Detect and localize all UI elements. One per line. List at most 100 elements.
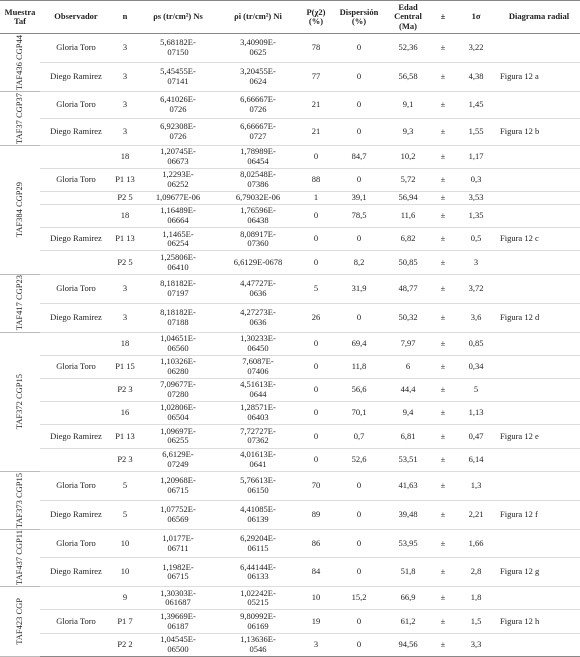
rho-s-cell: 1,09697E-06255 (138, 424, 218, 449)
dispersion-cell: 39,1 (334, 191, 384, 206)
column-header: ρi (tr/cm²) Ni (218, 0, 298, 35)
radial-diagram-cell (498, 529, 580, 559)
table-row: P2 3 7,09677E-07280 4,51613E-0644 0 56,6 44,4… (0, 378, 580, 403)
sigma-cell: 6,14 (454, 448, 498, 472)
n-count-cell: P1 13 (112, 227, 138, 252)
rho-s-cell: 5,68182E-07150 (138, 33, 218, 63)
p-chi2-cell: 70 (298, 471, 334, 501)
rho-i-cell: 9,80992E-06169 (218, 609, 298, 634)
central-age-cell: 9,4 (384, 401, 432, 426)
table-row: 18 1,16489E-06664 1,76596E-06438 0 78,5 11,6 ±… (0, 204, 580, 229)
plus-minus-cell: ± (432, 118, 454, 146)
sigma-cell: 0,85 (454, 332, 498, 356)
rho-i-cell: 6,6129E-0678 (218, 250, 298, 275)
rho-s-cell: 6,92308E-0726 (138, 118, 218, 146)
table-row: TAF436 CGP44 Gloria Toro 3 5,68182E-07150 3,… (0, 33, 580, 92)
radial-diagram-cell (498, 274, 580, 304)
rho-s-cell: 5,45455E-07141 (138, 62, 218, 92)
dispersion-cell: 15,2 (334, 586, 384, 611)
observer-cell: Gloria Toro (40, 609, 112, 634)
table-row: P2 2 1,04545E-06500 1,13636E-0546 3 0 94,56 ±3… (0, 633, 580, 657)
n-count-cell: P1 13 (112, 168, 138, 192)
sigma-cell: 1,3 (454, 471, 498, 501)
observer-cell: Gloria Toro (40, 91, 112, 119)
plus-minus-cell: ± (432, 529, 454, 559)
rho-s: 1,10326E-06280 (160, 356, 196, 376)
rho-s: 1,04545E-06500 (160, 634, 196, 654)
observer-cell: Diego Ramirez (40, 424, 112, 449)
rho-i-cell: 6,66667E-0727 (218, 118, 298, 146)
rho-s-cell: 1,25806E-06410 (138, 250, 218, 275)
p-chi2-cell: 86 (298, 529, 334, 559)
central-age-cell: 9,1 (384, 91, 432, 119)
rho-s: 1,20745E-06673 (160, 145, 196, 166)
sample-cell: TAF373 CGP15 (0, 471, 40, 530)
rho-s: 5,45455E-07141 (160, 66, 196, 86)
observer-cell: Diego Ramirez (40, 118, 112, 146)
n-count-cell: 18 (112, 332, 138, 356)
radial-diagram-cell (498, 378, 580, 403)
rho-i: 3,40909E-0625 (240, 37, 276, 58)
radial-diagram-cell: Figura 12 h (498, 609, 580, 634)
table-row: TAF37 CGP37 Gloria Toro 3 6,41026E-0726 6,66… (0, 91, 580, 146)
dispersion-cell: 0 (334, 62, 384, 92)
rho-i: 1,78989E-06454 (240, 145, 276, 166)
header-row: Muestra Taf Observador n ρs (tr/cm²) Ns ρi (… (0, 0, 580, 35)
observer-cell: Diego Ramirez (40, 62, 112, 92)
radial-diagram-cell (498, 401, 580, 426)
rho-s: 8,18182E-07197 (160, 277, 196, 298)
rho-s-cell: 1,39669E-06187 (138, 609, 218, 634)
sigma-cell: 2,8 (454, 557, 498, 588)
central-age-cell: 56,58 (384, 62, 432, 92)
observer-cell: Diego Ramirez (40, 500, 112, 530)
plus-minus-cell: ± (432, 424, 454, 449)
rho-i-cell: 6,29204E-06115 (218, 529, 298, 559)
rho-i-cell: 5,76613E-06150 (218, 471, 298, 501)
central-age-cell: 94,56 (384, 633, 432, 657)
plus-minus-cell: ± (432, 191, 454, 206)
table-row: TAF423 CGP 9 1,30303E-061687 1,02242E-05215… (0, 586, 580, 657)
sigma-cell: 1,35 (454, 204, 498, 229)
column-header: Diagrama radial (498, 0, 580, 35)
rho-i-cell: 7,6087E-07406 (218, 355, 298, 379)
observer-cell: Diego Ramirez (40, 227, 112, 252)
rho-i-cell: 8,08917E-07360 (218, 227, 298, 252)
rho-i-cell: 1,28571E-06403 (218, 401, 298, 426)
plus-minus-cell: ± (432, 33, 454, 63)
sample-label: TAF436 CGP44 (14, 34, 25, 91)
n-count-cell: 18 (112, 204, 138, 229)
central-age-cell: 50,85 (384, 250, 432, 275)
radial-diagram-cell (498, 168, 580, 192)
p-chi2-cell: 3 (298, 633, 334, 657)
n-count-cell: 16 (112, 401, 138, 426)
table-row: P2 3 6,6129E-07249 4,01613E-0641 0 52,6 53,51… (0, 448, 580, 472)
rho-i: 4,41085E-06139 (240, 503, 276, 524)
observer-cell: Gloria Toro (40, 529, 112, 559)
p-chi2-cell: 21 (298, 118, 334, 146)
rho-i-cell: 4,01613E-0641 (218, 448, 298, 472)
sample-label: TAF437 CGP11 (14, 530, 25, 586)
rho-i: 1,28571E-06403 (240, 402, 276, 423)
rho-i: 6,6129E-0678 (233, 256, 283, 267)
p-chi2-cell: 89 (298, 500, 334, 530)
p-chi2-cell: 19 (298, 609, 334, 634)
sigma-cell: 1,13 (454, 401, 498, 426)
central-age-cell: 41,63 (384, 471, 432, 501)
rho-i-cell: 1,13636E-0546 (218, 633, 298, 657)
dispersion-cell: 0 (334, 609, 384, 634)
rho-i: 6,66667E-0726 (240, 94, 276, 114)
dispersion-cell: 0 (334, 227, 384, 252)
p-chi2-cell: 26 (298, 303, 334, 333)
dispersion-cell: 0 (334, 471, 384, 501)
rho-s-cell: 1,04651E-06560 (138, 332, 218, 356)
rho-s: 1,1465E-06254 (162, 228, 194, 249)
p-chi2-cell: 0 (298, 204, 334, 229)
rho-i: 9,80992E-06169 (240, 610, 276, 631)
sample-label: TAF417 CGP23 (14, 275, 25, 331)
dispersion-cell: 52,6 (334, 448, 384, 472)
table-row: TAF384 CGP29 18 1,20745E-06673 1,78989E-064… (0, 145, 580, 275)
rho-i: 1,76596E-06438 (240, 205, 276, 226)
rho-i-cell: 4,51613E-0644 (218, 378, 298, 403)
plus-minus-cell: ± (432, 609, 454, 634)
